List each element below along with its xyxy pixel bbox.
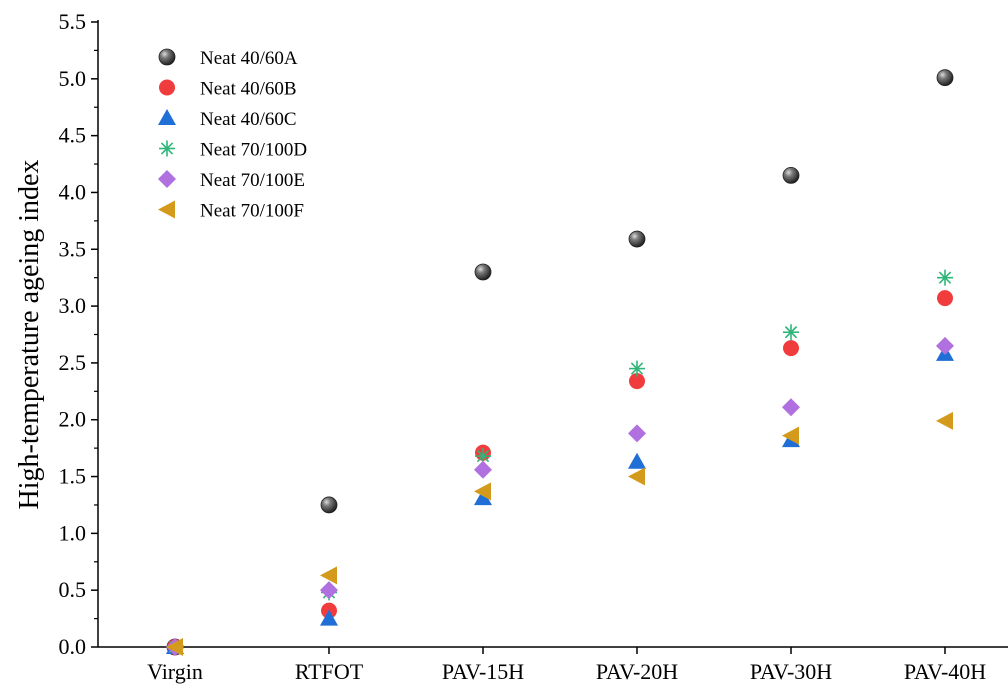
x-tick-label: PAV-20H xyxy=(596,659,678,684)
legend-label: Neat 40/60B xyxy=(200,79,297,100)
data-point xyxy=(320,496,338,514)
data-point xyxy=(629,360,645,377)
data-point xyxy=(628,452,646,469)
series-5 xyxy=(166,336,954,656)
y-tick-label: 3.0 xyxy=(59,293,87,318)
x-tick-label: Virgin xyxy=(147,659,203,684)
legend-marker xyxy=(158,48,176,66)
data-point xyxy=(782,426,799,445)
legend-marker xyxy=(159,140,175,157)
y-tick-label: 4.5 xyxy=(59,123,87,148)
y-tick-label: 3.5 xyxy=(59,236,87,261)
data-point xyxy=(320,609,338,626)
data-point xyxy=(937,290,953,307)
legend-label: Neat 70/100E xyxy=(200,170,305,191)
data-point xyxy=(937,269,953,286)
legend-label: Neat 40/60A xyxy=(200,48,298,69)
data-point xyxy=(936,69,954,87)
y-tick-label: 2.5 xyxy=(59,350,87,375)
y-tick-label: 2.0 xyxy=(59,407,87,432)
series-2 xyxy=(167,290,953,655)
y-tick-label: 1.0 xyxy=(59,520,87,545)
data-point xyxy=(474,482,491,501)
series-3 xyxy=(166,344,954,654)
data-point xyxy=(783,340,799,357)
legend: Neat 40/60A Neat 40/60B Neat 40/60C Neat 70… xyxy=(158,48,307,222)
y-tick-label: 0.5 xyxy=(59,577,87,602)
legend-marker xyxy=(158,200,175,219)
data-point xyxy=(474,460,492,479)
x-tick-label: PAV-40H xyxy=(904,659,986,684)
x-tick-label: PAV-15H xyxy=(442,659,524,684)
data-point xyxy=(936,411,953,430)
legend-marker xyxy=(158,170,176,188)
y-tick-label: 5.0 xyxy=(59,66,87,91)
data-point xyxy=(320,566,337,585)
legend-entry: Neat 70/100E xyxy=(158,170,305,191)
data-point xyxy=(782,398,800,417)
legend-marker xyxy=(158,109,176,125)
legend-entry: Neat 40/60A xyxy=(158,48,298,69)
data-point xyxy=(782,167,800,184)
y-tick-label: 5.5 xyxy=(59,9,87,34)
data-point xyxy=(936,336,954,355)
legend-label: Neat 70/100F xyxy=(200,201,304,222)
data-marks xyxy=(166,69,954,656)
y-tick-label: 0.0 xyxy=(59,634,87,659)
legend-label: Neat 40/60C xyxy=(200,109,297,130)
legend-label: Neat 70/100D xyxy=(200,140,307,161)
x-tick-label: RTFOT xyxy=(295,659,364,684)
series-6 xyxy=(166,411,953,656)
x-tick-label: PAV-30H xyxy=(750,659,832,684)
series-4 xyxy=(167,269,953,655)
data-point xyxy=(166,638,183,656)
data-point xyxy=(320,581,338,600)
data-point xyxy=(474,489,492,506)
legend-marker xyxy=(159,79,175,96)
legend-entry: Neat 40/60B xyxy=(159,79,297,100)
legend-entry: Neat 70/100D xyxy=(159,140,307,161)
data-point xyxy=(783,324,799,341)
legend-entry: Neat 40/60C xyxy=(158,109,297,130)
y-tick-label: 1.5 xyxy=(59,464,87,489)
data-point xyxy=(628,424,646,443)
data-point xyxy=(628,467,645,486)
y-tick-label: 4.0 xyxy=(59,179,87,204)
data-point xyxy=(629,373,645,390)
ticks: 0.0 0.5 1.0 1.5 2.0 2.5 3.0 3.5 4.0 4.5 5.0 5.5 Virg… xyxy=(59,9,987,684)
legend-entry: Neat 70/100F xyxy=(158,200,304,222)
data-point xyxy=(474,263,492,281)
axes xyxy=(97,20,1008,648)
y-axis-title: High-temperature ageing index xyxy=(14,160,45,510)
data-point xyxy=(628,230,646,248)
